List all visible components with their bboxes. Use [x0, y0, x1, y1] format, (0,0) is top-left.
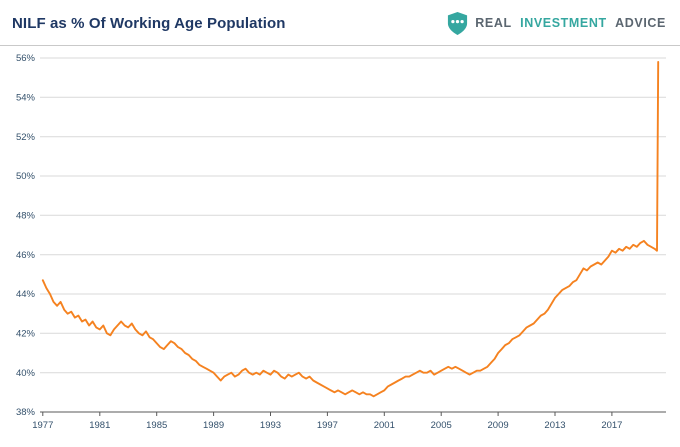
- svg-text:38%: 38%: [16, 407, 36, 418]
- svg-text:1981: 1981: [89, 420, 110, 431]
- brand-word-investment: INVESTMENT: [520, 16, 607, 30]
- brand-logo: REAL INVESTMENT ADVICE: [446, 11, 666, 36]
- svg-text:50%: 50%: [16, 171, 36, 182]
- svg-text:46%: 46%: [16, 250, 36, 261]
- brand-text: REAL INVESTMENT ADVICE: [475, 14, 666, 32]
- svg-text:42%: 42%: [16, 329, 36, 340]
- svg-text:40%: 40%: [16, 368, 36, 379]
- svg-text:1989: 1989: [203, 420, 224, 431]
- svg-text:1977: 1977: [32, 420, 53, 431]
- svg-text:48%: 48%: [16, 211, 36, 222]
- svg-text:2013: 2013: [544, 420, 565, 431]
- svg-text:44%: 44%: [16, 289, 36, 300]
- nilf-chart: 38% 40% 42% 44% 46% 48% 50% 52% 54% 56% 1977 1981 19…: [16, 53, 666, 431]
- svg-text:1985: 1985: [146, 420, 167, 431]
- header: NILF as % Of Working Age Population REAL…: [0, 0, 680, 46]
- svg-text:1997: 1997: [317, 420, 338, 431]
- svg-text:52%: 52%: [16, 132, 36, 143]
- shield-icon: [448, 11, 468, 35]
- svg-text:54%: 54%: [16, 93, 36, 104]
- chart-title: NILF as % Of Working Age Population: [12, 14, 286, 32]
- chart-area: 38% 40% 42% 44% 46% 48% 50% 52% 54% 56% 1977 1981 19…: [0, 46, 680, 442]
- svg-text:56%: 56%: [16, 53, 36, 64]
- svg-text:2001: 2001: [374, 420, 395, 431]
- svg-text:2017: 2017: [601, 420, 622, 431]
- brand-word-real: REAL: [475, 16, 512, 30]
- svg-text:1993: 1993: [260, 420, 281, 431]
- svg-text:2005: 2005: [431, 420, 452, 431]
- brand-word-advice: ADVICE: [615, 16, 666, 30]
- svg-text:2009: 2009: [488, 420, 509, 431]
